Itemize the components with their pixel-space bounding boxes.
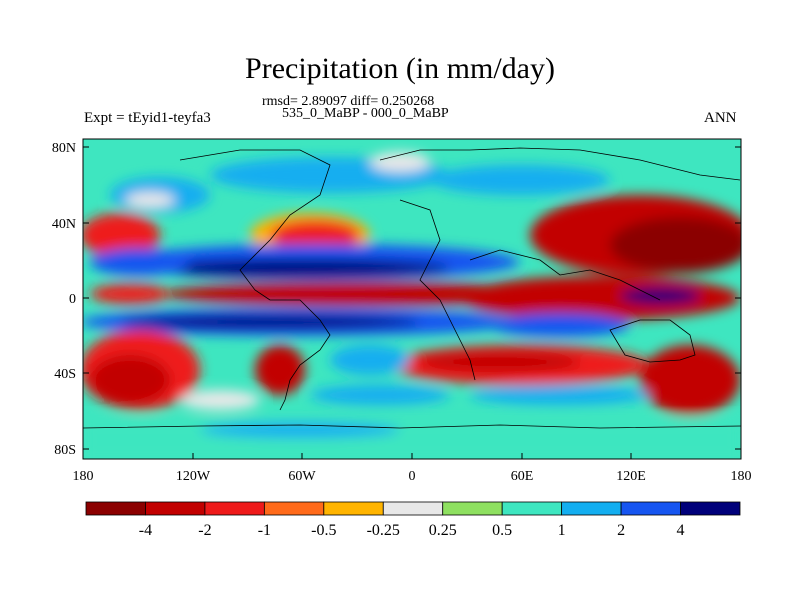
plot-title: Precipitation (in mm/day) bbox=[245, 52, 555, 85]
colorbar-labels: -4 -2 -1 -0.5 -0.25 0.25 0.5 1 2 4 bbox=[139, 522, 685, 539]
colorbar bbox=[85, 501, 741, 516]
colorbar-swatch bbox=[85, 501, 146, 516]
colorbar-swatch bbox=[323, 501, 384, 516]
lon-label-120w: 120W bbox=[176, 469, 211, 484]
colorbar-swatch bbox=[561, 501, 622, 516]
lat-label-80n: 80N bbox=[52, 141, 76, 156]
colorbar-swatch bbox=[382, 501, 444, 516]
lon-label-180e: 180 bbox=[731, 469, 752, 484]
colorbar-tick-label: 0.25 bbox=[429, 522, 457, 539]
lon-label-180w: 180 bbox=[73, 469, 94, 484]
colorbar-swatch bbox=[204, 501, 265, 516]
colorbar-tick-label: -2 bbox=[198, 522, 211, 539]
lat-label-40s: 40S bbox=[54, 367, 76, 382]
colorbar-swatch bbox=[263, 501, 325, 516]
lat-label-80s: 80S bbox=[54, 443, 76, 458]
colorbar-tick-label: -4 bbox=[139, 522, 152, 539]
colorbar-swatch bbox=[620, 501, 681, 516]
colorbar-tick-label: 1 bbox=[558, 522, 566, 539]
colorbar-tick-label: 4 bbox=[677, 522, 685, 539]
colorbar-tick-label: -1 bbox=[258, 522, 271, 539]
case-line: 535_0_MaBP - 000_0_MaBP bbox=[282, 106, 449, 121]
experiment-label: Expt = tEyid1-teyfa3 bbox=[84, 110, 211, 126]
colorbar-swatch bbox=[442, 501, 503, 516]
lon-label-60w: 60W bbox=[288, 469, 316, 484]
colorbar-swatch bbox=[145, 501, 206, 516]
map-field bbox=[83, 139, 741, 459]
colorbar-swatch bbox=[680, 501, 741, 516]
colorbar-tick-label: 2 bbox=[617, 522, 625, 539]
colorbar-tick-label: -0.25 bbox=[367, 522, 400, 539]
lat-label-0: 0 bbox=[69, 292, 76, 307]
continent-outlines bbox=[83, 147, 741, 429]
lat-ticks bbox=[83, 146, 741, 450]
colorbar-tick-label: -0.5 bbox=[311, 522, 336, 539]
period-label: ANN bbox=[704, 110, 737, 126]
lon-ticks bbox=[82, 453, 742, 459]
lon-label-120e: 120E bbox=[616, 469, 646, 484]
lon-label-60e: 60E bbox=[511, 469, 534, 484]
lat-label-40n: 40N bbox=[52, 217, 76, 232]
colorbar-tick-label: 0.5 bbox=[492, 522, 512, 539]
lon-label-0: 0 bbox=[409, 469, 416, 484]
stats-line: rmsd= 2.89097 diff= 0.250268 bbox=[262, 94, 435, 109]
colorbar-swatch bbox=[501, 501, 563, 516]
